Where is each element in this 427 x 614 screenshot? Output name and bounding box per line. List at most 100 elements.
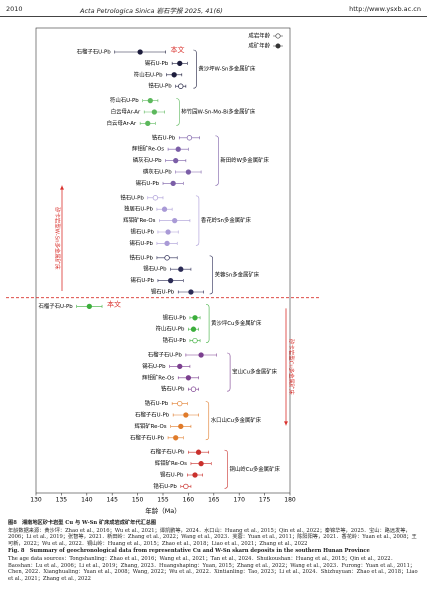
section-label: 矽卡岩型W-Sn多金属矿床 [54, 207, 62, 270]
row-label: 锆石U-Pb [163, 336, 187, 344]
group-label: 柿竹园W-Sn-Mo-Bi多金属矿床 [181, 108, 256, 116]
age-point [183, 483, 189, 490]
x-tick-label: 165 [208, 497, 220, 504]
group-bracket [209, 255, 213, 295]
x-tick-label: 180 [284, 497, 296, 504]
group-bracket [195, 195, 200, 246]
age-point [195, 449, 202, 455]
age-point [145, 120, 151, 127]
caption-sources-en: The age data sources：Tongshanling：Zhao e… [8, 555, 418, 582]
age-point [177, 363, 183, 370]
note: 本文 [107, 299, 121, 308]
age-point [178, 83, 184, 89]
age-point [152, 195, 159, 201]
age-point [165, 229, 171, 235]
journal: Acta Petrologica Sinica 岩石学报 2025, 41(6) [80, 7, 223, 15]
age-point [173, 157, 179, 164]
row-label: 辉钼矿Re-Os [134, 422, 166, 430]
row-label: 石榴子石U-Pb [130, 433, 165, 441]
row-label: 磷灰石U-Pb [143, 168, 172, 176]
row-label: 辉钼矿Re-Os [132, 145, 164, 153]
age-point [164, 240, 170, 247]
caption-title-zh: 图8 湘南地区矽卡岩型 Cu 与 W-Sn 矿床成岩成矿年代汇总图 [8, 520, 157, 526]
group-label: 水口山Cu多金属矿床 [211, 416, 262, 424]
age-point [147, 97, 153, 104]
age-point [192, 315, 198, 321]
section-arrowhead [284, 421, 288, 426]
caption-title-en: Fig. 8 Summary of geochronological data … [8, 548, 370, 555]
row-label: 石榴子石U-Pb [150, 448, 185, 456]
age-point [151, 109, 158, 115]
x-tick-label: 150 [132, 497, 144, 504]
age-point [185, 169, 192, 175]
row-label: 锆石U-Pb [120, 193, 144, 201]
row-label: 辉钼矿Re-Os [123, 216, 155, 224]
row-label: 白云母Ar-Ar [107, 119, 137, 127]
row-label: 锆石U-Pb [130, 253, 154, 261]
row-label: 锡石U-Pb [131, 228, 155, 236]
row-label: 符山石U-Pb [134, 70, 163, 78]
caption: 图8 湘南地区矽卡岩型 Cu 与 W-Sn 矿床成岩成矿年代汇总图 年龄数据来源… [8, 520, 419, 583]
row-label: 辉钼矿Re-Os [142, 373, 174, 381]
row-label: 锆石U-Pb [148, 82, 172, 90]
row-label: 辉钼矿Re-Os [155, 459, 187, 467]
group-bracket [176, 98, 180, 126]
age-point [190, 326, 197, 332]
age-point [177, 60, 183, 67]
row-label: 石榴子石U-Pb [38, 302, 73, 310]
row-label: 锡石U-Pb [163, 313, 187, 321]
legend-label: 成岩年龄 [248, 32, 270, 40]
age-point [178, 266, 184, 272]
row-label: 锡石U-Pb [151, 288, 175, 296]
row-label: 石榴子石U-Pb [77, 48, 112, 56]
row-label: 独居石U-Pb [124, 205, 153, 213]
caption-sources-zh: 年龄数据来源：黄沙坪：Zhao et al., 2016；Wu et al., … [8, 527, 417, 547]
group-label: 铜山岭Cu多金属矿床 [230, 465, 281, 473]
row-label: 锡石U-Pb [160, 471, 184, 479]
x-tick-label: 175 [259, 497, 271, 504]
x-tick-label: 155 [157, 497, 169, 504]
x-tick-label: 140 [81, 497, 93, 504]
row-label: 锡石U-Pb [142, 362, 166, 370]
row-label: 白云母Ar-Ar [111, 108, 141, 116]
group-bracket [206, 304, 210, 343]
age-point [192, 472, 198, 478]
row-label: 符山石U-Pb [156, 325, 185, 333]
note: 本文 [171, 45, 185, 54]
group-label: 黄沙坪W-Sn多金属矿床 [198, 65, 256, 73]
group-bracket [193, 49, 197, 89]
group-label: 芙蓉Sn多金属矿床 [215, 270, 260, 278]
row-label: 符山石U-Pb [110, 96, 139, 104]
group-label: 新田岭W多金属矿床 [220, 156, 269, 164]
row-label: 锆石U-Pb [161, 385, 185, 393]
age-point [161, 206, 168, 212]
age-point [190, 386, 197, 392]
group-bracket [227, 352, 231, 392]
row-label: 磷灰石U-Pb [133, 156, 162, 164]
age-point [178, 423, 184, 430]
x-tick-label: 160 [183, 497, 195, 504]
page-header: 2010 Acta Petrologica Sinica 岩石学报 2025, … [0, 0, 427, 17]
group-label: 宝山Cu多金属矿床 [232, 368, 278, 376]
age-point [185, 375, 192, 381]
row-label: 锆石U-Pb [152, 133, 176, 141]
page-number: 2010 [6, 5, 23, 13]
age-point [172, 217, 178, 224]
row-label: 锡石U-Pb [143, 265, 167, 273]
age-point [137, 49, 143, 55]
row-label: 锆石U-Pb [153, 482, 177, 490]
row-label: 锡石U-Pb [130, 239, 154, 247]
row-label: 锡石U-Pb [136, 179, 160, 187]
x-tick-label: 135 [56, 497, 68, 504]
x-axis-label: 年龄（Ma） [145, 506, 181, 515]
age-point [173, 435, 179, 441]
group-bracket [205, 401, 210, 441]
legend-label: 成矿年龄 [248, 42, 270, 50]
row-label: 锡石U-Pb [145, 59, 169, 67]
chart: 年龄（Ma） 130 135 140 145 150 155 160 165 170 175 180… [6, 27, 320, 515]
age-point [175, 146, 181, 152]
x-tick-label: 145 [106, 497, 118, 504]
group-bracket [224, 449, 228, 489]
age-point [86, 303, 92, 310]
